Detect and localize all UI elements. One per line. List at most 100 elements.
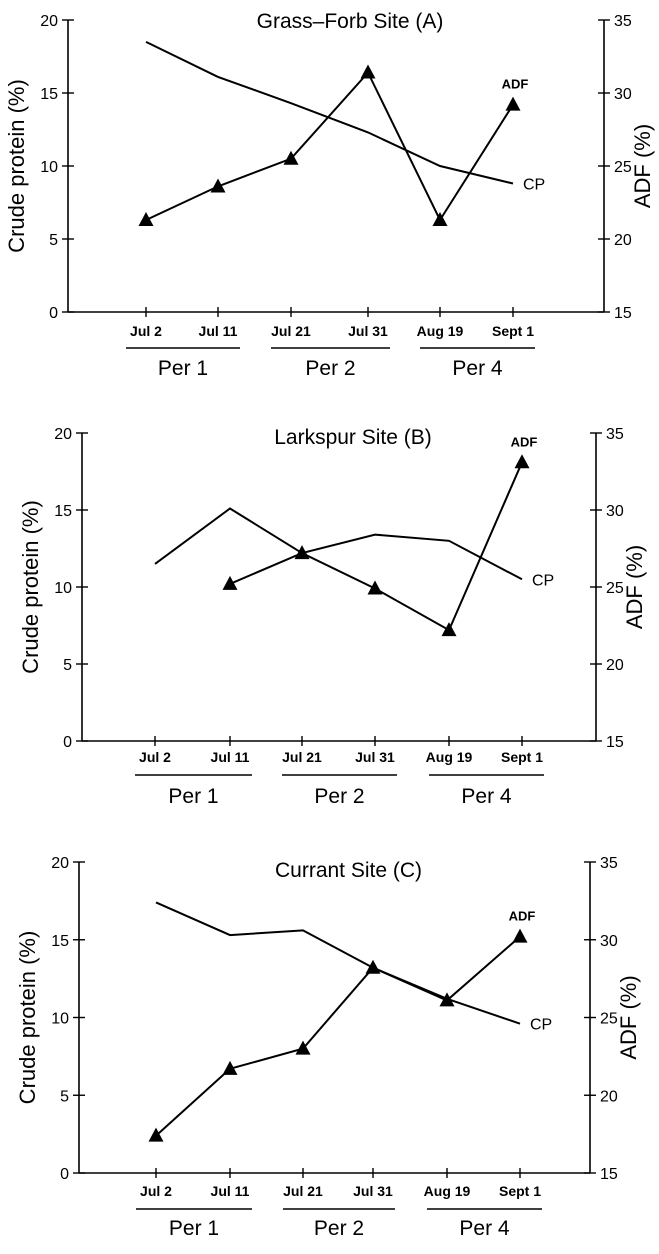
left-tick-label: 10	[51, 1011, 69, 1028]
series-line-adf	[145, 70, 514, 223]
series-line-adf	[229, 461, 523, 632]
right-tick-label: 15	[600, 1166, 618, 1183]
left-tick-label: 5	[49, 232, 58, 249]
data-point-adf	[439, 992, 455, 1007]
y-axis-label: Crude protein (%)	[4, 79, 29, 253]
x-tick-label: Jul 2	[139, 749, 171, 765]
period-label: Per 2	[314, 785, 364, 808]
period-label: Per 4	[452, 357, 503, 380]
panel-c: 0 5 10 15 20 15 20 25 30 35 Jul 2 Jul 11 Jul 21 Jul 3…	[15, 855, 641, 1240]
y-axis-label: Crude protein (%)	[18, 500, 43, 674]
data-point-adf	[222, 575, 238, 590]
data-point-adf	[283, 150, 299, 165]
series-label-adf: ADF	[502, 77, 529, 92]
chart-title: Larkspur Site (B)	[274, 426, 432, 449]
series-label-cp: CP	[530, 1017, 552, 1034]
x-tick-label: Jul 31	[355, 749, 395, 765]
x-tick-label: Jul 21	[282, 749, 322, 765]
series-label-adf: ADF	[509, 909, 536, 924]
series-line-adf	[155, 935, 521, 1137]
left-tick-label: 20	[54, 426, 72, 443]
x-tick-label: Sept 1	[499, 1183, 541, 1199]
right-tick-label: 30	[600, 933, 618, 950]
period-label: Per 2	[305, 357, 355, 380]
right-tick-label: 25	[600, 1011, 618, 1028]
left-tick-label: 15	[40, 86, 58, 103]
x-tick-label: Jul 11	[211, 1183, 250, 1199]
right-tick-label: 20	[614, 232, 632, 249]
left-tick-label: 0	[49, 305, 58, 322]
series-line-cp	[154, 507, 523, 581]
chart-title: Currant Site (C)	[275, 859, 422, 882]
x-tick-label: Jul 21	[271, 323, 311, 339]
x-tick-label: Jul 21	[283, 1183, 323, 1199]
right-tick-label: 15	[614, 305, 632, 322]
x-tick-label: Sept 1	[492, 323, 534, 339]
data-point-adf	[360, 64, 376, 79]
right-tick-label: 35	[600, 855, 618, 872]
right-tick-label: 35	[614, 13, 632, 30]
y2-axis-label: ADF (%)	[616, 975, 641, 1059]
y2-axis-label: ADF (%)	[622, 545, 647, 629]
period-label: Per 4	[461, 785, 512, 808]
series-line-cp	[145, 41, 514, 185]
right-tick-label: 30	[606, 503, 624, 520]
right-tick-label: 20	[600, 1088, 618, 1105]
data-point-adf	[148, 1127, 164, 1142]
period-label: Per 1	[158, 357, 208, 380]
panel-b: 0 5 10 15 20 15 20 25 30 35 Jul 2 Jul 11 Jul 21 Jul 3…	[18, 426, 647, 808]
right-tick-label: 30	[614, 86, 632, 103]
data-point-adf	[210, 178, 226, 193]
series-line-cp	[155, 901, 521, 1025]
x-tick-label: Jul 31	[348, 323, 388, 339]
x-tick-label: Aug 19	[426, 749, 473, 765]
data-point-adf	[512, 928, 528, 943]
left-tick-label: 20	[51, 855, 69, 872]
left-tick-label: 5	[63, 657, 72, 674]
left-tick-label: 0	[63, 734, 72, 751]
chart-title: Grass–Forb Site (A)	[257, 10, 444, 33]
y-axis-label: Crude protein (%)	[15, 931, 40, 1105]
data-point-adf	[138, 212, 154, 227]
series-label-cp: CP	[523, 177, 545, 194]
data-point-adf	[505, 96, 521, 111]
period-label: Per 1	[169, 1217, 219, 1240]
x-tick-label: Sept 1	[501, 749, 543, 765]
data-point-adf	[294, 545, 310, 560]
x-tick-label: Aug 19	[417, 323, 464, 339]
panel-a: 0 5 10 15 20 15 20 25 30 35 Jul 2 Jul 11 Jul 21 Jul 3…	[4, 10, 655, 380]
data-point-adf	[222, 1060, 238, 1075]
x-tick-label: Jul 2	[140, 1183, 172, 1199]
data-point-adf	[514, 454, 530, 469]
right-tick-label: 35	[606, 426, 624, 443]
right-tick-label: 25	[606, 580, 624, 597]
x-tick-label: Jul 11	[211, 749, 250, 765]
x-tick-label: Jul 2	[130, 323, 162, 339]
data-point-adf	[365, 959, 381, 974]
left-tick-label: 10	[54, 580, 72, 597]
data-point-adf	[295, 1040, 311, 1055]
left-tick-label: 20	[40, 13, 58, 30]
left-tick-label: 5	[60, 1088, 69, 1105]
data-point-adf	[441, 622, 457, 637]
right-tick-label: 25	[614, 159, 632, 176]
left-tick-label: 0	[60, 1166, 69, 1183]
x-tick-label: Aug 19	[424, 1183, 471, 1199]
series-label-adf: ADF	[511, 434, 538, 449]
left-tick-label: 10	[40, 159, 58, 176]
period-label: Per 4	[459, 1217, 510, 1240]
right-tick-label: 20	[606, 657, 624, 674]
period-label: Per 2	[314, 1217, 364, 1240]
data-point-adf	[432, 212, 448, 227]
left-tick-label: 15	[51, 933, 69, 950]
period-label: Per 1	[168, 785, 218, 808]
y2-axis-label: ADF (%)	[630, 124, 655, 208]
left-tick-label: 15	[54, 503, 72, 520]
x-tick-label: Jul 31	[353, 1183, 393, 1199]
right-tick-label: 15	[606, 734, 624, 751]
x-tick-label: Jul 11	[199, 323, 238, 339]
data-point-adf	[367, 580, 383, 595]
series-label-cp: CP	[532, 572, 554, 589]
